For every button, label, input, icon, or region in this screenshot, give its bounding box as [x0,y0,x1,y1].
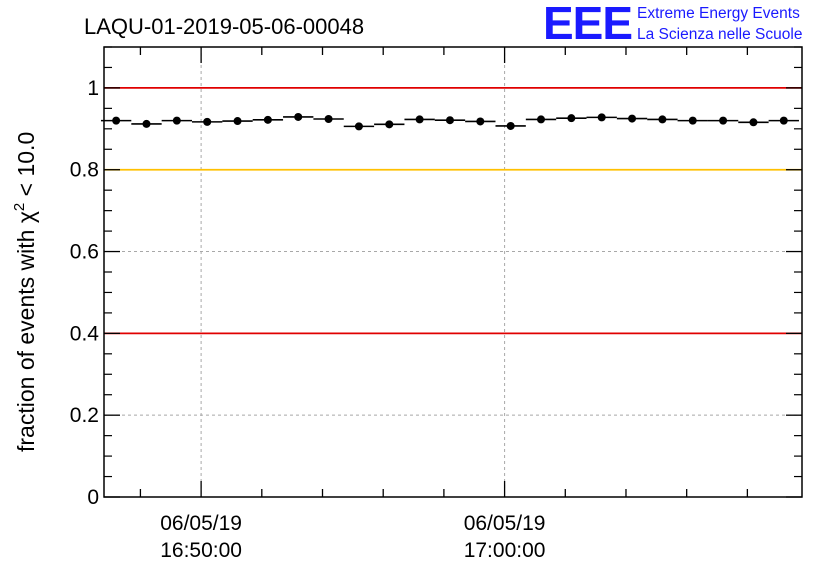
data-point [658,115,667,124]
data-point [719,116,728,125]
x-tick-label-date: 06/05/19 [160,512,242,535]
data-point [385,120,394,129]
data-point [324,115,333,123]
y-tick-label: 0.6 [70,241,99,264]
axes: 0 0.2 0.4 0.6 0.8 1 06/05/19 16:50:00 06/05/19 17… [70,46,802,562]
reference-lines [104,87,802,335]
y-tick-label: 0.4 [70,322,100,345]
y-axis-label: fraction of events with χ2 < 10.0 [11,132,39,452]
y-axis-label-chi: χ [13,211,39,223]
eee-logo-mark: EEE [543,0,632,49]
data-point [112,116,121,125]
data-point [233,117,242,126]
data-point [142,119,151,128]
data-point [779,116,788,125]
y-tick-label: 0.8 [70,159,99,182]
data-point [628,114,637,123]
logo-line-2: La Scienza nelle Scuole [637,26,802,43]
y-axis-label-exponent: 2 [11,203,28,211]
y-tick-label: 0 [87,486,99,509]
data-point [506,121,515,130]
data-series [100,112,799,131]
x-tick-label-date: 06/05/19 [464,512,546,535]
data-point [445,116,454,125]
data-point [476,117,485,126]
logo-line-1: Extreme Energy Events [637,5,800,22]
data-point [688,116,697,125]
data-point [263,115,272,124]
x-tick-label-time: 16:50:00 [160,539,242,562]
data-point [203,117,212,126]
data-point [597,113,606,122]
y-tick-label: 1 [87,77,99,100]
data-point [567,114,576,123]
data-point [415,115,424,124]
y-tick-label: 0.2 [70,404,99,427]
data-point [749,118,758,127]
data-point [354,122,363,131]
chart-title: LAQU-01-2019-05-06-00048 [84,14,364,39]
data-point [172,116,181,125]
y-axis-label-prefix: fraction of events with [13,223,39,452]
x-tick-label-time: 17:00:00 [464,539,546,562]
data-point [294,112,303,121]
data-point [537,115,546,124]
y-axis-label-suffix: < 10.0 [13,132,39,203]
